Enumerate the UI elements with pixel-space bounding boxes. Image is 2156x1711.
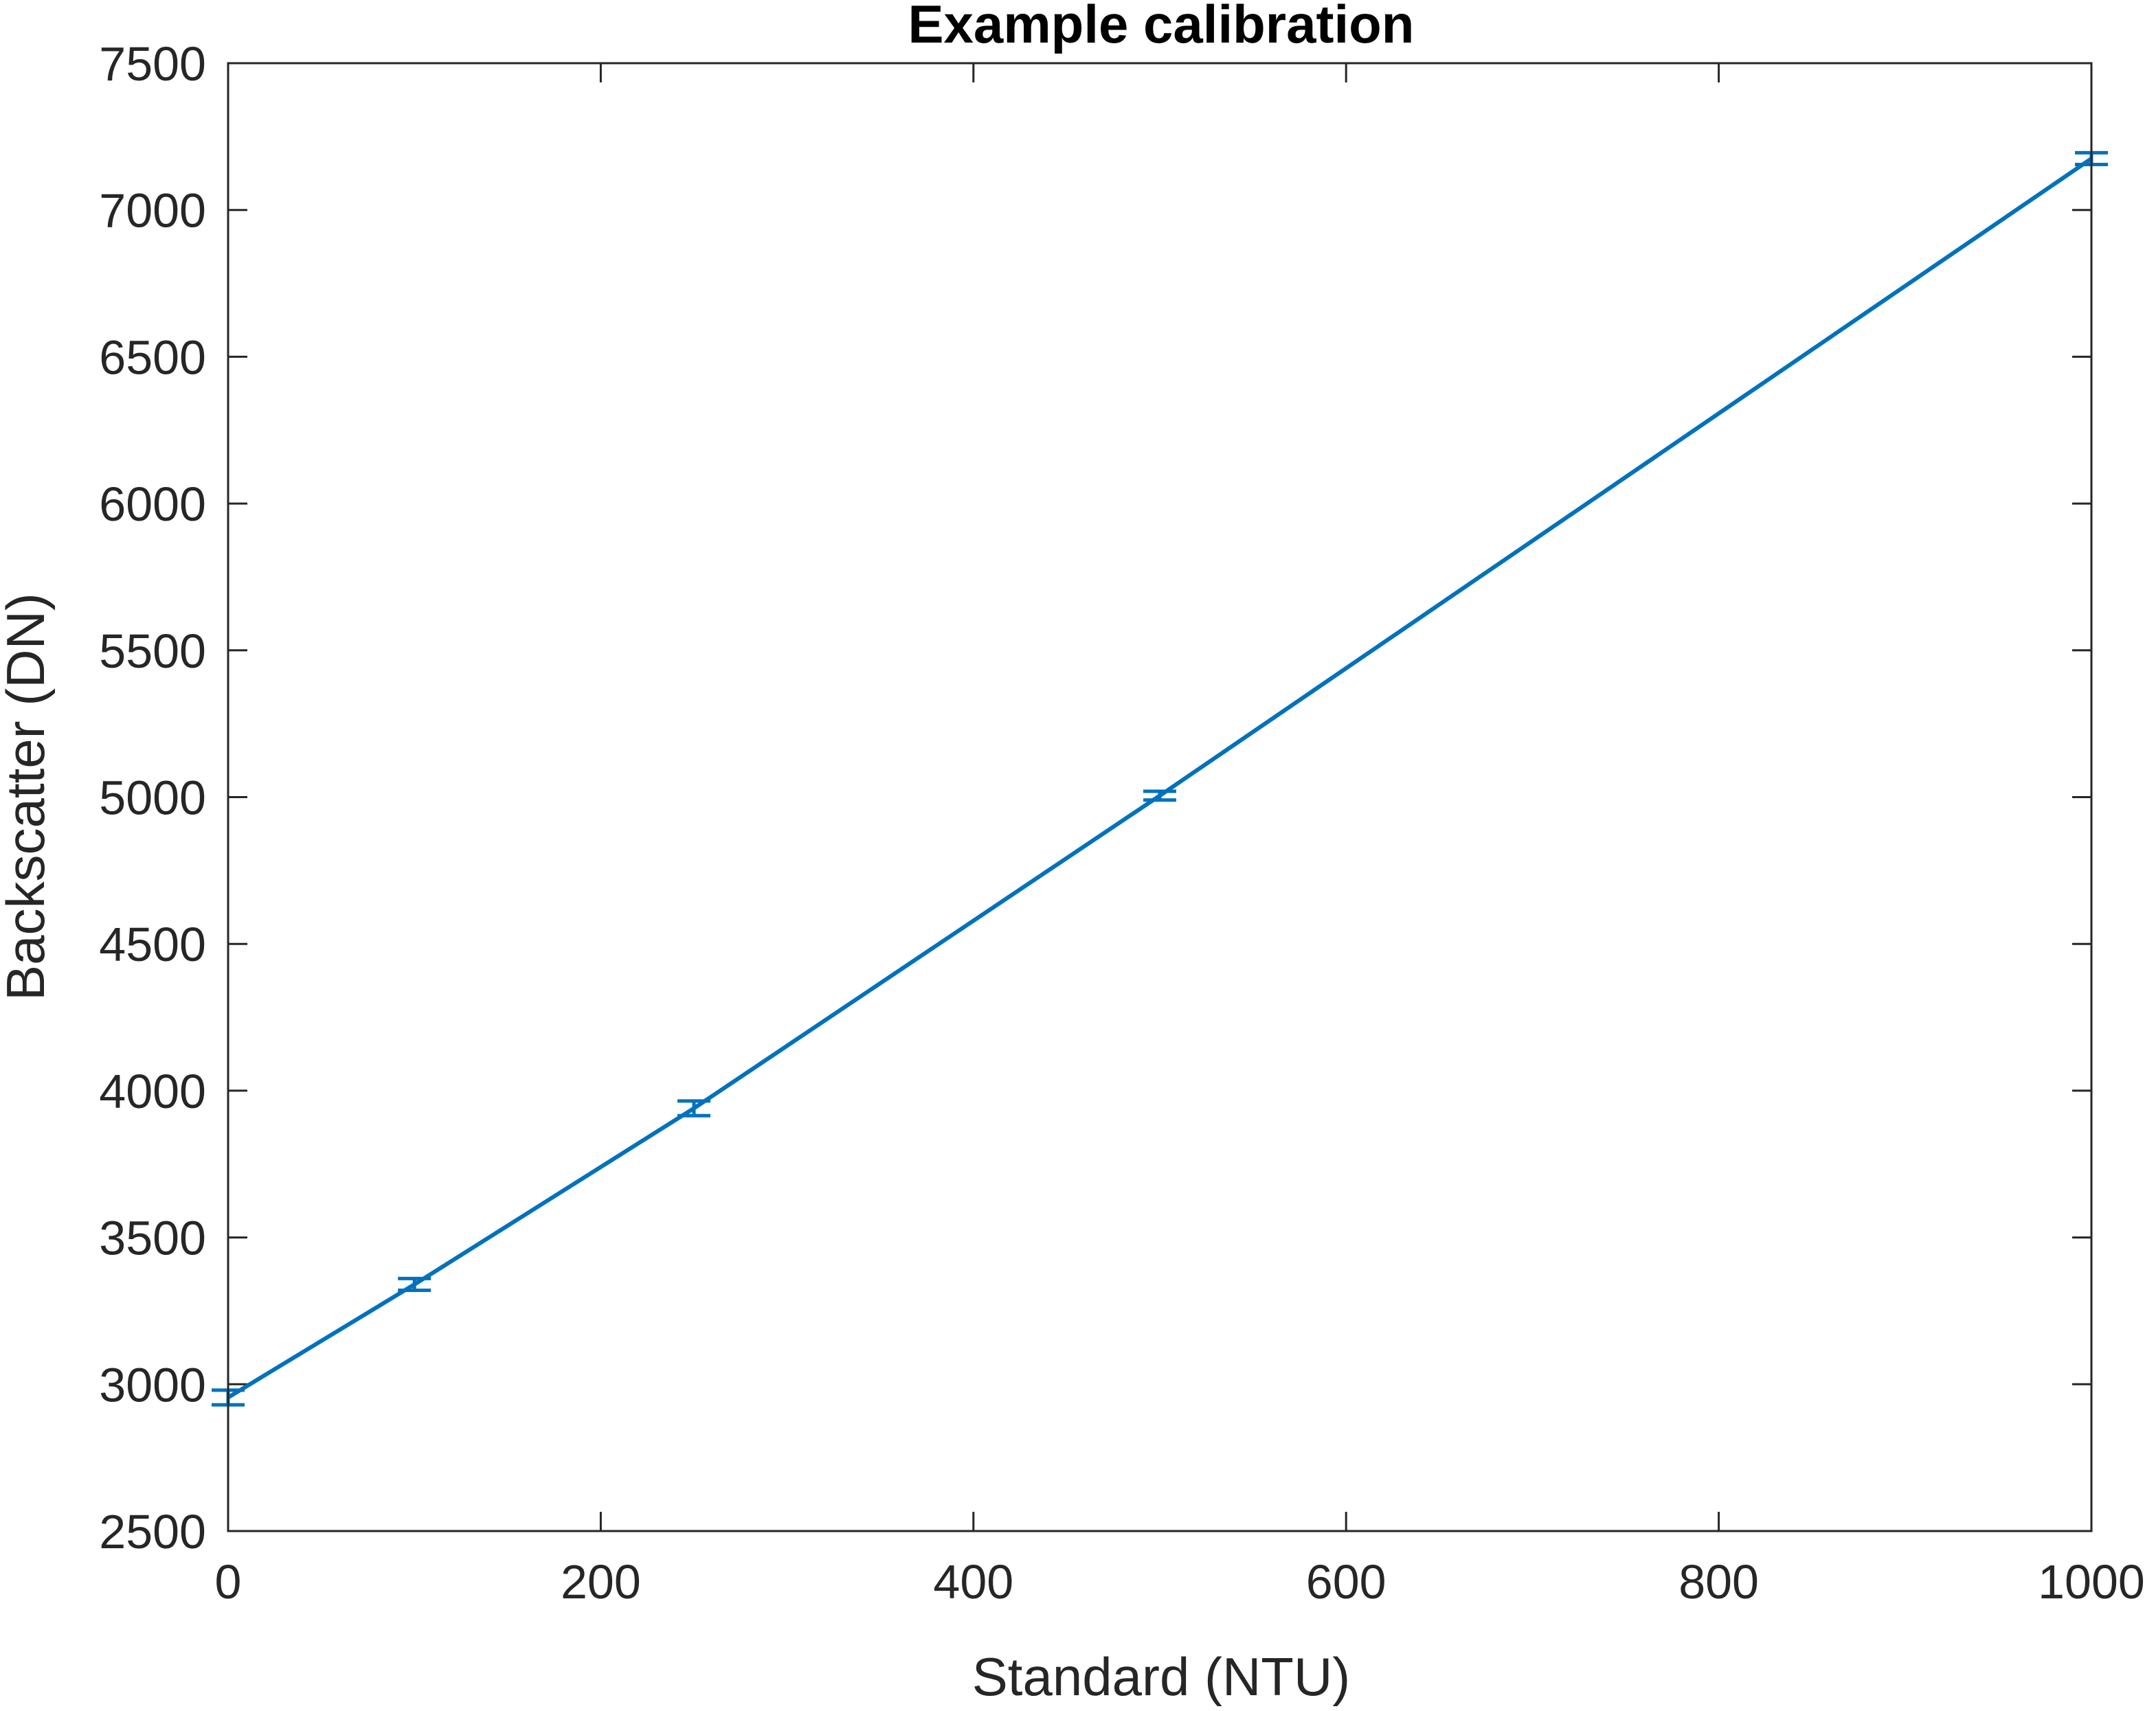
y-tick-label: 3500	[99, 1212, 206, 1265]
y-tick-label: 7500	[99, 37, 206, 91]
y-tick-label: 6000	[99, 477, 206, 531]
y-axis-ticks: 2500 3000 3500 4000 4500 5000 5500 6000 6500 7000…	[99, 37, 2091, 1559]
error-bar	[1143, 789, 1176, 802]
y-tick-label: 4000	[99, 1065, 206, 1118]
error-bar	[677, 1099, 710, 1118]
y-tick-label: 3000	[99, 1358, 206, 1412]
x-tick-label: 600	[1306, 1555, 1386, 1609]
x-tick-label: 0	[215, 1555, 242, 1609]
y-axis-title: Backscatter (DN)	[0, 593, 56, 1001]
x-axis-title: Standard (NTU)	[972, 1646, 1351, 1707]
y-tick-label: 5000	[99, 771, 206, 825]
x-tick-label: 200	[561, 1555, 641, 1609]
x-tick-label: 800	[1678, 1555, 1759, 1609]
x-axis-ticks: 0 200 400 600 800 1000	[215, 63, 2145, 1609]
y-tick-label: 2500	[99, 1505, 206, 1559]
series-line	[227, 157, 2093, 1400]
chart-title: Example calibration	[908, 0, 1415, 54]
y-tick-label: 6500	[99, 330, 206, 384]
error-bar	[398, 1276, 431, 1293]
x-tick-label: 1000	[2038, 1555, 2145, 1609]
x-tick-label: 400	[933, 1555, 1013, 1609]
series-layer	[212, 150, 2108, 1407]
y-tick-label: 7000	[99, 184, 206, 238]
plot-area-frame	[227, 62, 2093, 1532]
y-tick-label: 4500	[99, 918, 206, 971]
y-tick-label: 5500	[99, 624, 206, 678]
